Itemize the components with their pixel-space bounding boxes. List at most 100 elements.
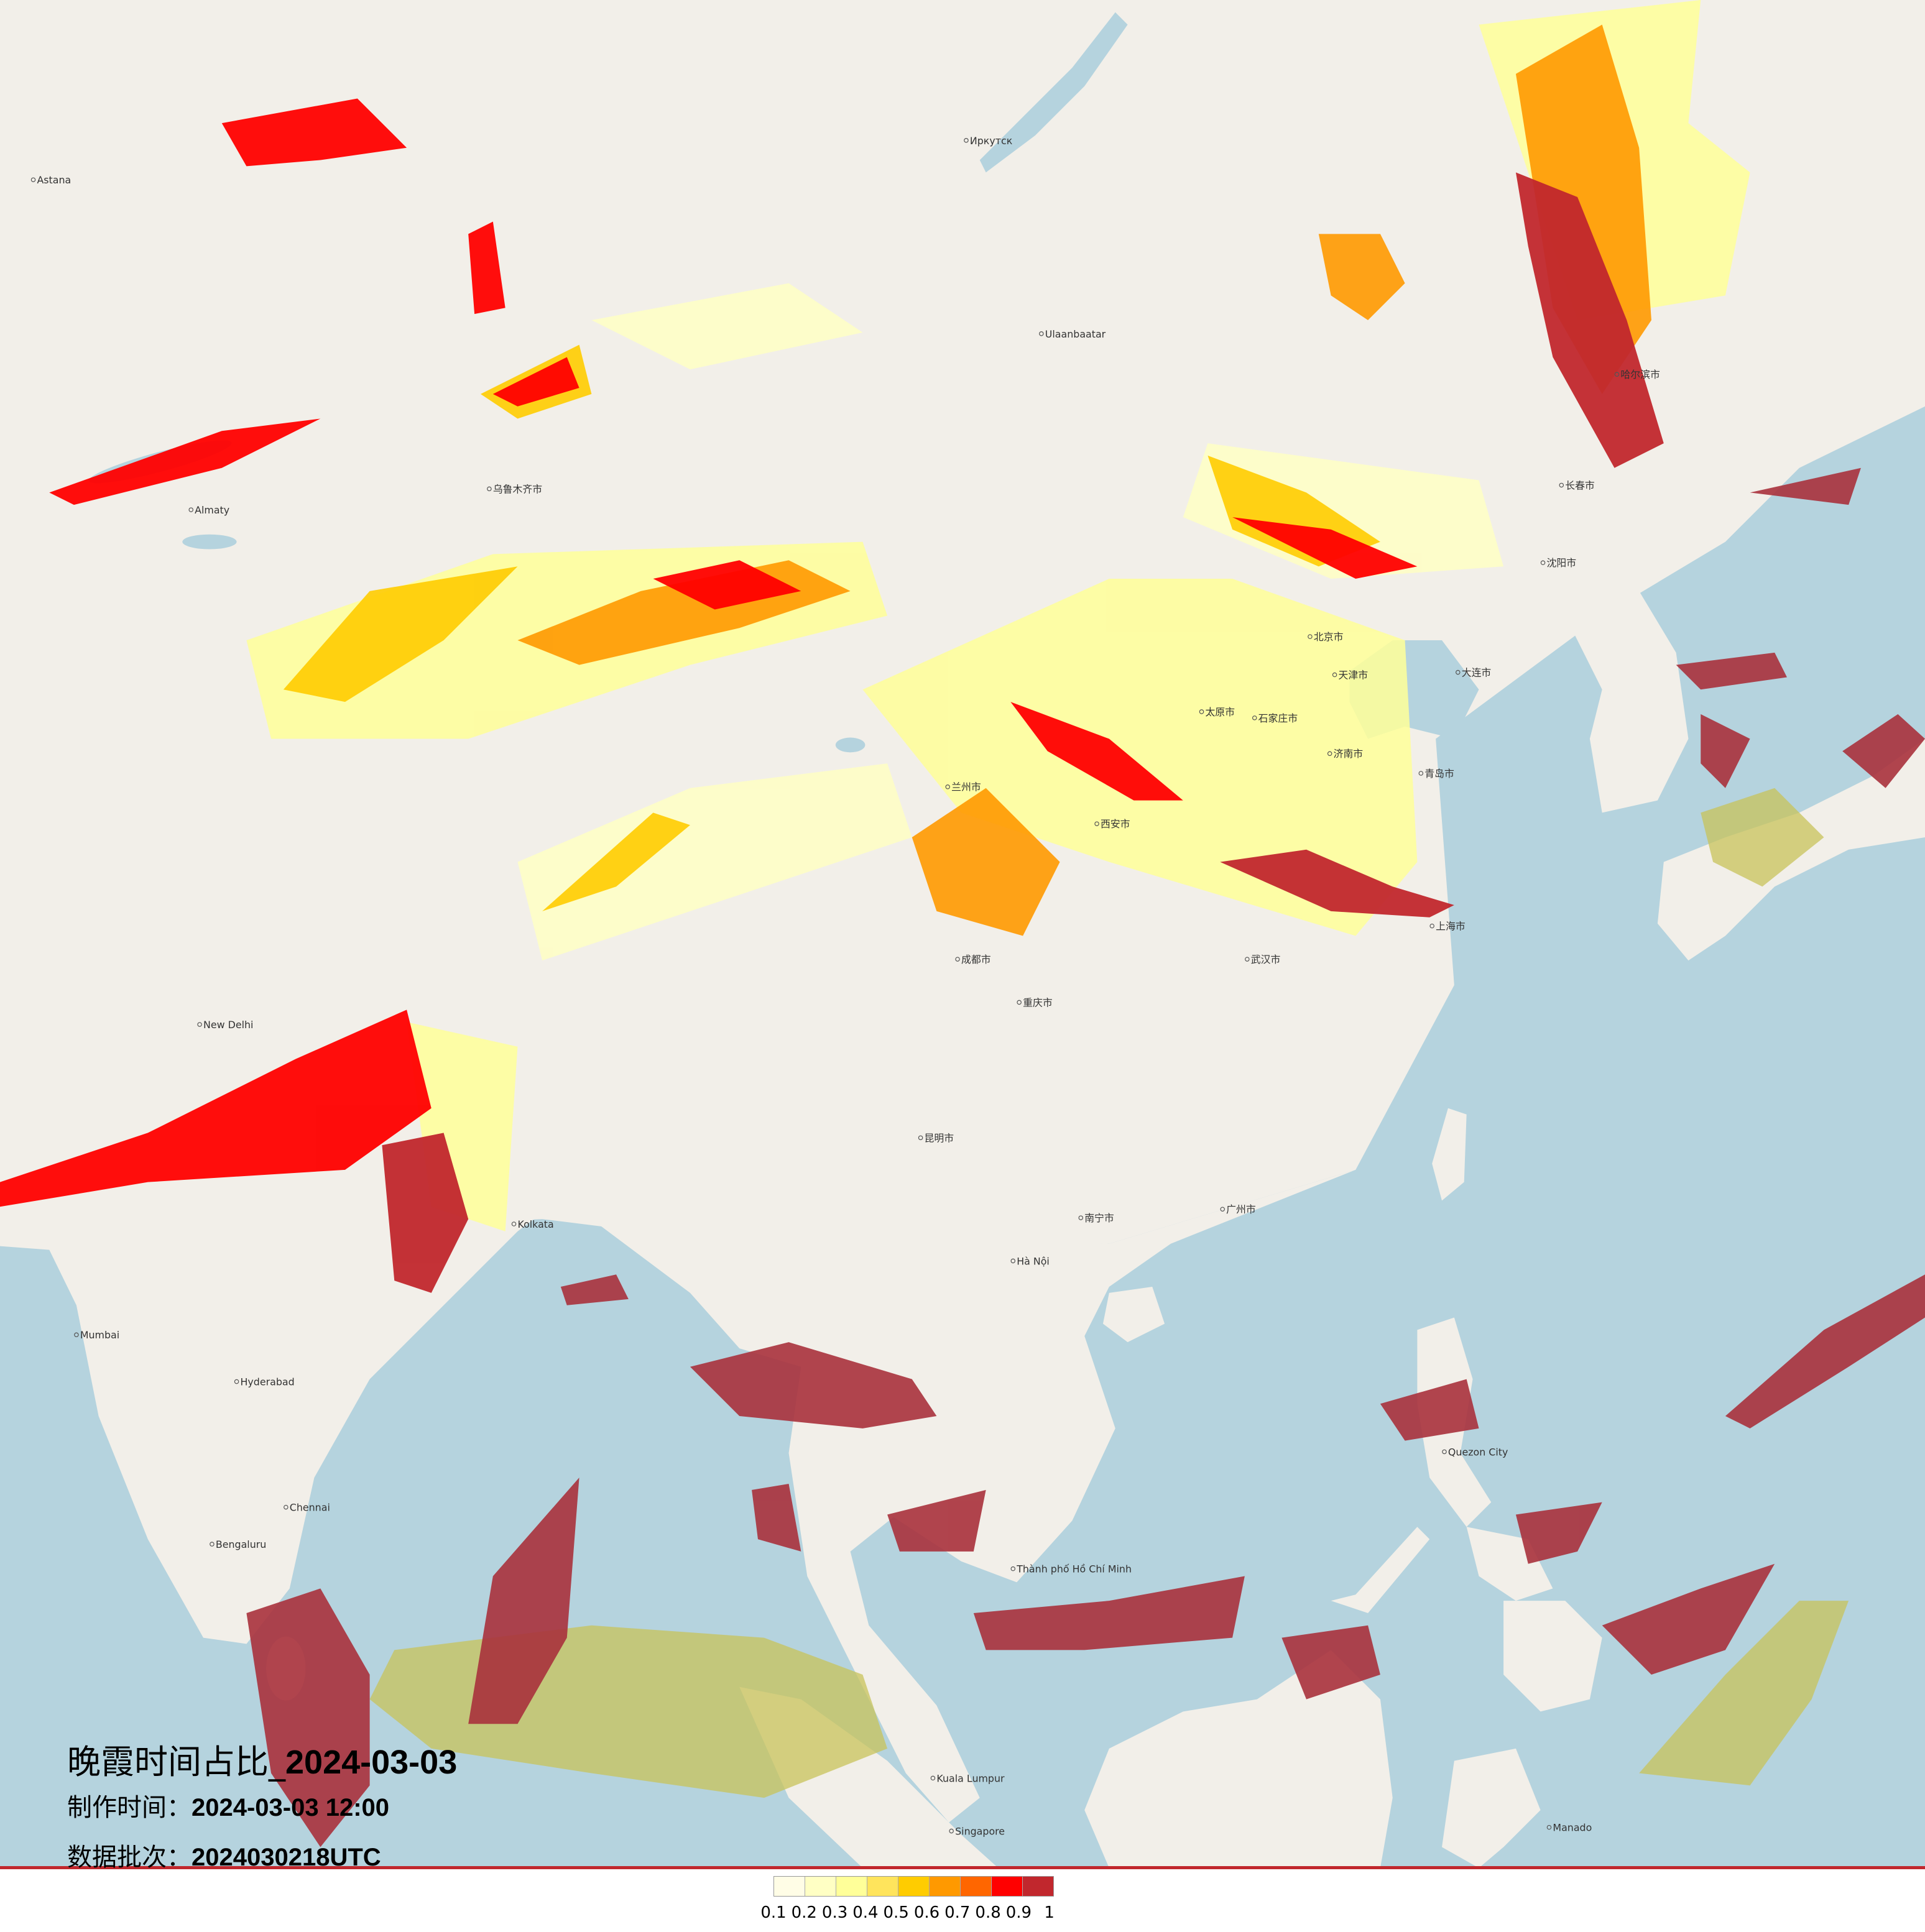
city-marker xyxy=(949,1828,954,1834)
city-marker xyxy=(1456,669,1461,675)
map-title: 晚霞时间占比_2024-03-03 xyxy=(67,1734,457,1783)
city-marker xyxy=(918,1135,923,1141)
city-marker xyxy=(284,1504,289,1510)
city-label: 北京市 xyxy=(1314,631,1344,643)
legend-tick-label: 0.3 xyxy=(821,1903,848,1922)
hainan-land xyxy=(1102,1287,1165,1343)
city-marker xyxy=(234,1379,239,1384)
city-marker xyxy=(74,1332,79,1338)
city-marker xyxy=(1094,821,1099,826)
sunset-probability-map[interactable]: 北京市 天津市 石家庄市 太原市 济南市 青岛市 大连市 上海市 武汉市 成都市 重庆市 西安市 广州市… xyxy=(0,0,1925,1868)
title-prefix: 晚霞时间占比_ xyxy=(67,1742,285,1782)
legend-tick-label: 1 xyxy=(1044,1903,1055,1922)
city-marker xyxy=(1332,672,1337,678)
mindanao-land xyxy=(1503,1601,1602,1712)
city-label: 南宁市 xyxy=(1084,1212,1114,1224)
legend-tick-label: 0.6 xyxy=(913,1903,940,1922)
city-marker xyxy=(1199,709,1204,714)
city-label: 石家庄市 xyxy=(1258,712,1298,724)
data-batch-label: 数据批次： xyxy=(67,1843,192,1872)
overlay-red xyxy=(0,98,1664,1293)
city-label: 上海市 xyxy=(1436,921,1466,932)
city-label: 济南市 xyxy=(1334,748,1364,760)
city-marker xyxy=(188,507,193,512)
legend-ticks: 0.1 0.2 0.3 0.4 0.5 0.6 0.7 0.8 0.9 1 xyxy=(760,1903,1163,1928)
city-marker xyxy=(1078,1215,1084,1220)
city-marker xyxy=(1546,1824,1552,1830)
made-time: 制作时间：2024-03-03 12:00 xyxy=(67,1787,389,1823)
borneo-land xyxy=(1084,1650,1393,1868)
city-label: 乌鲁木齐市 xyxy=(493,483,542,495)
city-label: 大连市 xyxy=(1462,667,1492,679)
palawan-land xyxy=(1331,1527,1430,1613)
city-label: New Delhi xyxy=(203,1019,253,1031)
legend-swatch xyxy=(867,1877,898,1896)
city-marker xyxy=(1442,1449,1447,1455)
data-batch-value: 2024030218UTC xyxy=(192,1844,381,1871)
city-label: Quezon City xyxy=(1448,1446,1508,1458)
city-label: Thành phố Hồ Chí Minh xyxy=(1016,1563,1132,1575)
city-marker xyxy=(1010,1258,1016,1264)
legend-swatch xyxy=(992,1877,1023,1896)
legend-swatch xyxy=(1023,1877,1053,1896)
sea-area xyxy=(0,406,1925,1868)
legend-tick-label: 0.8 xyxy=(975,1903,1001,1922)
overlay-darkred xyxy=(246,467,1925,1847)
city-label: Иркутск xyxy=(970,135,1013,147)
made-time-label: 制作时间： xyxy=(67,1793,192,1822)
data-batch: 数据批次：2024030218UTC xyxy=(67,1837,381,1873)
city-marker xyxy=(487,486,492,492)
made-time-value: 2024-03-03 12:00 xyxy=(192,1794,390,1821)
city-label: Astana xyxy=(37,174,71,186)
city-label: Kuala Lumpur xyxy=(936,1772,1005,1784)
city-marker xyxy=(945,784,950,789)
city-label: 兰州市 xyxy=(951,781,981,793)
city-marker xyxy=(210,1542,215,1547)
legend-tick-label: 0.7 xyxy=(944,1903,971,1922)
city-marker xyxy=(1010,1566,1016,1571)
city-label: Bengaluru xyxy=(216,1539,266,1550)
title-date: 2024-03-03 xyxy=(285,1744,458,1781)
legend-tick-label: 0.2 xyxy=(791,1903,817,1922)
legend-swatch xyxy=(898,1877,930,1896)
city-label: 武汉市 xyxy=(1251,954,1281,965)
city-label: 广州市 xyxy=(1226,1203,1256,1215)
city-marker xyxy=(1327,751,1332,757)
city-marker xyxy=(197,1022,202,1027)
city-marker xyxy=(1614,372,1620,377)
city-label: 成都市 xyxy=(961,954,991,965)
city-label: Almaty xyxy=(195,504,229,516)
city-marker xyxy=(955,957,960,962)
city-marker xyxy=(1039,331,1044,336)
city-marker xyxy=(1017,1000,1022,1005)
city-label: 昆明市 xyxy=(925,1132,954,1144)
city-label: 沈阳市 xyxy=(1547,557,1577,569)
map-bottom-border xyxy=(0,1866,1925,1869)
taiwan-land xyxy=(1432,1108,1467,1201)
lake-issyk-kul xyxy=(182,534,237,550)
legend-tick-label: 0.4 xyxy=(852,1903,879,1922)
city-label: 天津市 xyxy=(1339,669,1369,681)
legend-swatch xyxy=(930,1877,961,1896)
city-marker xyxy=(1308,634,1313,639)
city-marker xyxy=(1252,715,1257,720)
lake-baikal xyxy=(979,12,1128,173)
city-label: 长春市 xyxy=(1565,479,1595,491)
legend-swatch xyxy=(805,1877,836,1896)
city-label: Singapore xyxy=(955,1826,1005,1838)
city-marker xyxy=(1559,482,1564,488)
city-label: 重庆市 xyxy=(1023,996,1053,1008)
sulawesi-land xyxy=(1442,1748,1541,1868)
city-marker xyxy=(930,1775,936,1781)
legend-tick-label: 0.1 xyxy=(760,1903,787,1922)
city-label: 哈尔滨市 xyxy=(1620,369,1660,380)
city-label: 太原市 xyxy=(1205,706,1235,718)
city-label: 青岛市 xyxy=(1424,768,1454,780)
color-legend xyxy=(773,1876,1054,1897)
legend-tick-label: 0.5 xyxy=(883,1903,909,1922)
city-marker xyxy=(1220,1207,1225,1212)
city-marker xyxy=(964,138,969,143)
lake-qinghai xyxy=(835,737,866,753)
